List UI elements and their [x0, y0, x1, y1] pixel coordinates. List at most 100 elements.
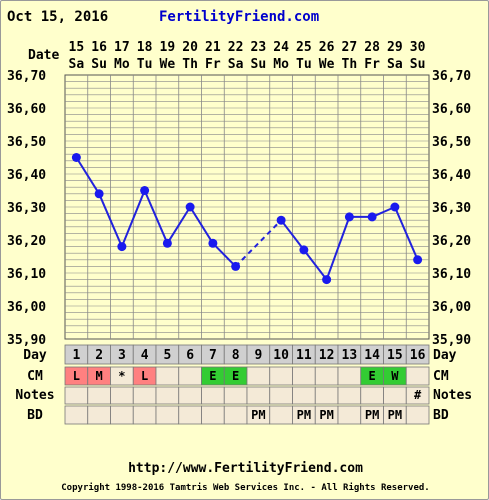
temp-line-segment: [280, 219, 305, 251]
date-label: 17: [114, 40, 130, 55]
bd-row-label-left: BD: [27, 408, 43, 423]
cm-cell-value: E: [209, 369, 216, 383]
notes-cell: [132, 386, 157, 405]
weekday-label: Fr: [364, 57, 380, 72]
temp-line-segment: [303, 249, 328, 281]
weekday-label: We: [160, 57, 176, 72]
bd-cell-value: PM: [251, 408, 265, 422]
bd-cell: [110, 405, 134, 425]
temp-point: [231, 261, 241, 271]
bbt-chart: 36,70 36,70 36,60 36,60 36,50 36,50 36,40 36,40…: [7, 40, 472, 425]
notes-cell: [314, 386, 339, 405]
notes-cell-value: #: [414, 388, 422, 402]
notes-cell: [383, 386, 407, 405]
temp-point: [71, 153, 81, 162]
bd-cell: [223, 405, 248, 425]
date-label: 22: [228, 40, 244, 55]
weekday-label: Tu: [296, 57, 312, 72]
temp-line-segment: [393, 206, 419, 261]
footer-copyright: Copyright 1998-2016 Tamtris Web Services…: [61, 483, 430, 493]
date-label: 19: [160, 40, 176, 55]
notes-cell: [337, 386, 362, 405]
notes-cell: [64, 386, 89, 405]
day-cell-value: 8: [232, 348, 240, 363]
footer-url[interactable]: http://www.FertilityFriend.com: [128, 461, 363, 476]
date-label: 26: [319, 40, 335, 55]
date-label: 27: [342, 40, 358, 55]
bd-row-label-right: BD: [433, 408, 449, 423]
date-label: 21: [205, 40, 221, 55]
bd-cell: [155, 405, 180, 425]
notes-cell: [110, 386, 134, 405]
bd-cell: [337, 405, 362, 425]
date-label: 23: [251, 40, 267, 55]
y-tick-left: 36,00: [7, 300, 46, 315]
bd-cell: [269, 405, 293, 425]
y-tick-left: 36,60: [7, 102, 46, 117]
y-tick-right: 36,50: [432, 135, 471, 150]
date-label: 18: [137, 40, 153, 55]
temp-point: [390, 202, 400, 212]
date-label: 16: [91, 40, 107, 55]
temp-line-dashed: [234, 219, 282, 268]
cm-cell: [405, 366, 430, 386]
day-cell-value: 5: [163, 348, 171, 363]
bd-cell: [405, 405, 430, 425]
brand-title[interactable]: FertilityFriend.com: [159, 9, 320, 25]
weekday-label: Th: [182, 57, 198, 72]
cm-cell: [246, 366, 271, 386]
date-label: 30: [410, 40, 426, 55]
cm-cell-value: E: [232, 369, 239, 383]
y-tick-right: 36,40: [432, 168, 471, 183]
date-label: 20: [182, 40, 198, 55]
y-tick-left: 36,70: [7, 69, 46, 84]
notes-cell: [360, 386, 384, 405]
bd-cell-value: PM: [365, 408, 379, 422]
bd-cell: [64, 405, 89, 425]
notes-cell: [87, 386, 111, 405]
weekday-label: Sa: [69, 57, 85, 72]
cm-cell: [337, 366, 362, 386]
cm-row-label-left: CM: [27, 369, 43, 384]
cm-cell-value: *: [118, 369, 125, 383]
y-tick-left: 36,20: [7, 234, 46, 249]
day-row-label-left: Day: [23, 348, 47, 363]
day-cell-value: 11: [296, 348, 312, 363]
temp-line-segment: [143, 190, 169, 244]
notes-row-label-left: Notes: [15, 388, 54, 403]
chart-date: Oct 15, 2016: [7, 9, 109, 25]
notes-cell: [246, 386, 271, 405]
weekday-label: Mo: [114, 57, 130, 72]
notes-cell: [405, 386, 430, 405]
temp-point: [322, 275, 332, 285]
weekday-label: Tu: [137, 57, 153, 72]
temp-point: [367, 212, 377, 222]
y-tick-right: 36,30: [432, 201, 471, 216]
cm-cell: [155, 366, 180, 386]
notes-row-label-right: Notes: [433, 388, 472, 403]
notes-cell: [223, 386, 248, 405]
cm-cell-value: E: [369, 369, 376, 383]
cm-cell: [314, 366, 339, 386]
temp-line-segment: [325, 216, 351, 280]
day-cell-value: 1: [72, 348, 80, 363]
cm-cell-value: L: [73, 369, 80, 383]
cm-cell: [269, 366, 293, 386]
date-label: 25: [296, 40, 312, 55]
temp-point: [299, 245, 309, 255]
weekday-label: Fr: [205, 57, 221, 72]
weekday-label: Th: [342, 57, 358, 72]
weekday-label: Su: [91, 57, 107, 72]
cm-cell-value: W: [391, 369, 399, 383]
bd-cell: [132, 405, 157, 425]
temp-point: [185, 202, 195, 212]
y-tick-right: 36,10: [432, 267, 471, 282]
weekday-label: Sa: [228, 57, 244, 72]
temp-line-segment: [75, 156, 100, 195]
notes-cell: [201, 386, 225, 405]
y-tick-left: 36,50: [7, 135, 46, 150]
bd-cell-value: PM: [388, 408, 402, 422]
cm-cell: [292, 366, 316, 386]
y-tick-right: 36,20: [432, 234, 471, 249]
weekday-label: Mo: [273, 57, 289, 72]
